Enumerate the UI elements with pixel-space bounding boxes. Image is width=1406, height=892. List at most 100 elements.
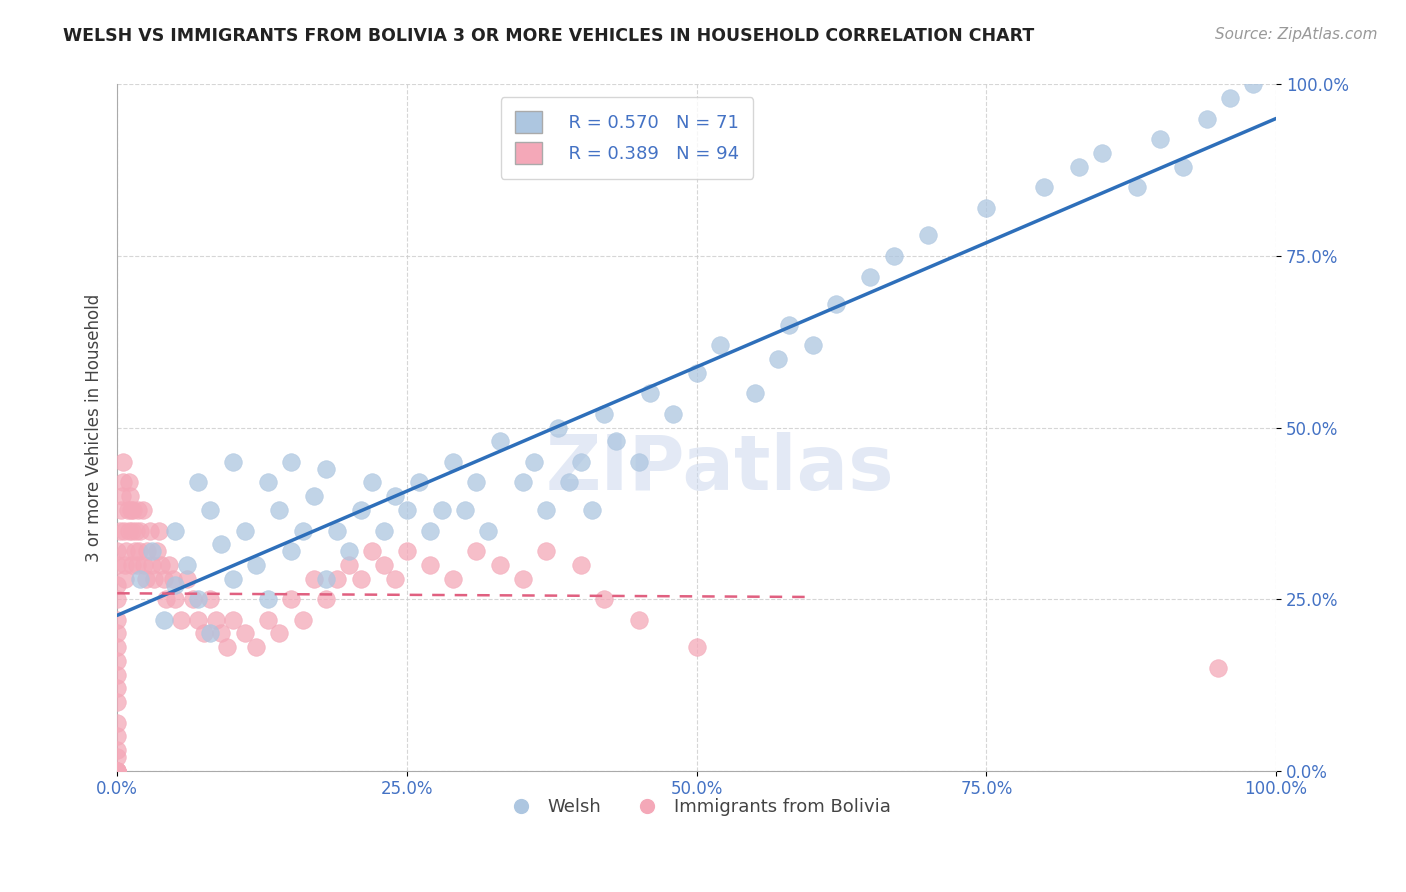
Point [280, 455, 302, 469]
Point [176, 558, 198, 572]
Point [141, 544, 163, 558]
Point [124, 544, 146, 558]
Point [430, 503, 453, 517]
Point [384, 489, 406, 503]
Point [257, 592, 280, 607]
Point [115, 544, 138, 558]
Point [291, 613, 314, 627]
Point [105, 730, 128, 744]
Point [395, 503, 418, 517]
Point [315, 572, 337, 586]
Point [337, 544, 360, 558]
Point [165, 524, 187, 538]
Point [302, 572, 325, 586]
Point [1206, 661, 1229, 675]
Point [105, 558, 128, 572]
Point [640, 386, 662, 401]
Point [373, 558, 395, 572]
Point [441, 572, 464, 586]
Point [129, 524, 152, 538]
Point [198, 592, 221, 607]
Point [627, 455, 650, 469]
Point [152, 572, 174, 586]
Point [165, 592, 187, 607]
Point [766, 351, 789, 366]
Point [193, 626, 215, 640]
Point [157, 558, 180, 572]
Point [465, 475, 488, 490]
Text: Source: ZipAtlas.com: Source: ZipAtlas.com [1215, 27, 1378, 42]
Point [187, 475, 209, 490]
Point [122, 503, 145, 517]
Point [105, 681, 128, 696]
Point [112, 524, 135, 538]
Point [233, 626, 256, 640]
Point [105, 654, 128, 668]
Point [105, 764, 128, 778]
Point [1195, 112, 1218, 126]
Point [245, 640, 267, 655]
Point [488, 558, 510, 572]
Point [211, 626, 233, 640]
Point [824, 297, 846, 311]
Point [105, 640, 128, 655]
Point [349, 572, 371, 586]
Point [1149, 132, 1171, 146]
Y-axis label: 3 or more Vehicles in Household: 3 or more Vehicles in Household [86, 293, 103, 562]
Point [105, 626, 128, 640]
Point [105, 578, 128, 592]
Point [1126, 180, 1149, 194]
Point [131, 503, 153, 517]
Point [105, 592, 128, 607]
Point [488, 434, 510, 449]
Point [111, 489, 134, 503]
Point [512, 572, 534, 586]
Point [138, 524, 160, 538]
Point [523, 455, 546, 469]
Point [105, 743, 128, 757]
Point [685, 640, 707, 655]
Point [135, 572, 157, 586]
Point [120, 503, 142, 517]
Point [326, 572, 349, 586]
Point [110, 503, 132, 517]
Point [105, 667, 128, 681]
Point [111, 475, 134, 490]
Point [222, 455, 245, 469]
Point [105, 750, 128, 764]
Point [187, 592, 209, 607]
Point [222, 613, 245, 627]
Point [534, 503, 557, 517]
Point [181, 592, 204, 607]
Point [128, 544, 150, 558]
Point [269, 503, 291, 517]
Point [118, 475, 141, 490]
Point [211, 537, 233, 551]
Point [170, 613, 193, 627]
Point [269, 626, 291, 640]
Point [105, 764, 128, 778]
Point [257, 475, 280, 490]
Point [465, 544, 488, 558]
Point [217, 640, 239, 655]
Point [132, 558, 155, 572]
Point [105, 764, 128, 778]
Point [593, 407, 616, 421]
Point [105, 544, 128, 558]
Point [337, 558, 360, 572]
Point [593, 592, 616, 607]
Point [1033, 180, 1056, 194]
Point [1067, 160, 1090, 174]
Point [605, 434, 627, 449]
Point [801, 338, 824, 352]
Point [118, 524, 141, 538]
Point [395, 544, 418, 558]
Point [162, 572, 184, 586]
Point [512, 475, 534, 490]
Point [419, 558, 441, 572]
Point [114, 572, 136, 586]
Point [384, 572, 406, 586]
Point [883, 249, 905, 263]
Point [233, 524, 256, 538]
Point [302, 489, 325, 503]
